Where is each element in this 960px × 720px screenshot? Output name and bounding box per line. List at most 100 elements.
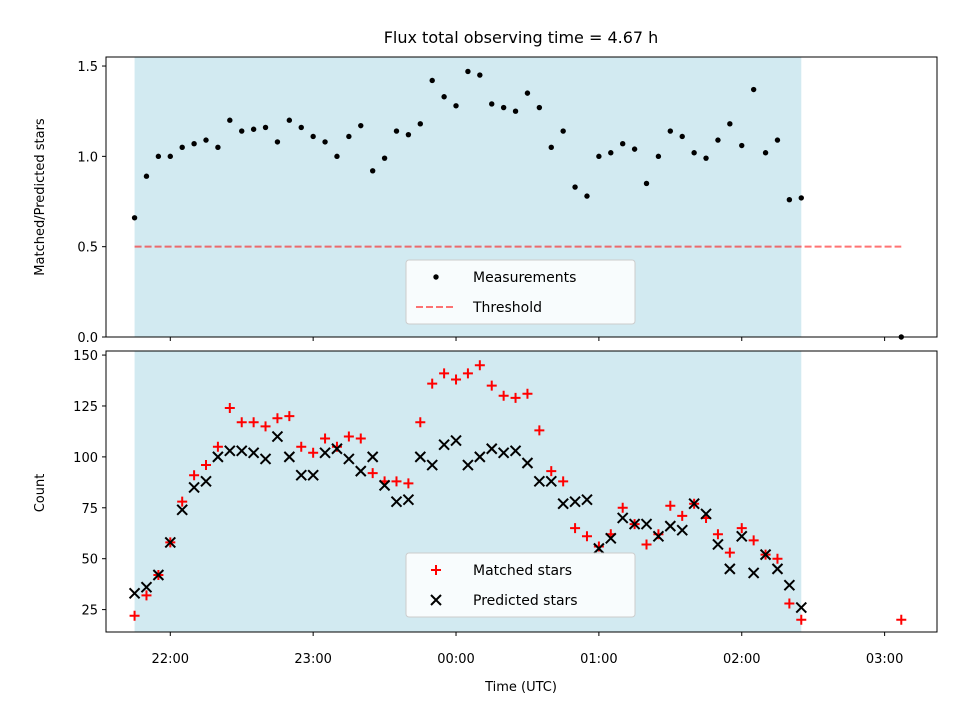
measurement-point	[346, 133, 352, 140]
predicted-star-point	[164, 536, 176, 549]
measurement-point	[739, 142, 745, 149]
matched-star-point	[189, 470, 200, 481]
predicted-star-point	[319, 447, 331, 459]
measurement-point	[584, 193, 590, 199]
measurement-point	[227, 117, 233, 123]
measurement-point	[167, 153, 173, 160]
measurement-point	[334, 153, 340, 160]
x-tick-label: 22:00	[152, 652, 189, 667]
legend-threshold-label: Threshold	[472, 300, 542, 316]
predicted-star-point	[426, 459, 438, 471]
matched-star-point	[367, 468, 378, 479]
measurement-point	[536, 104, 543, 111]
matched-star-point	[772, 553, 783, 564]
predicted-star-point	[700, 508, 712, 520]
measurement-point	[322, 139, 328, 145]
matched-star-point	[391, 476, 402, 487]
measurement-point	[262, 124, 269, 131]
measurement-point	[643, 180, 650, 187]
measurement-point	[679, 133, 685, 140]
measurement-point	[572, 184, 578, 190]
predicted-star-point	[271, 430, 284, 443]
measurement-point	[298, 124, 304, 131]
legend-box	[405, 552, 636, 618]
predicted-star-point	[366, 451, 379, 463]
matched-star-point	[474, 360, 485, 371]
measurement-point	[750, 86, 757, 93]
predicted-star-point	[747, 567, 760, 579]
predicted-star-point	[212, 451, 224, 463]
measurement-point	[786, 197, 793, 203]
legend-predicted-marker	[430, 594, 442, 606]
predicted-star-point	[402, 493, 415, 506]
predicted-star-point	[771, 563, 784, 575]
predicted-star-point	[152, 569, 165, 581]
predicted-star-point	[616, 512, 629, 524]
measurement-point	[631, 146, 638, 152]
measurement-point	[560, 128, 566, 134]
matched-star-point	[284, 411, 295, 422]
predicted-star-point	[236, 445, 248, 457]
top-y-axis-label: Matched/Predicted stars	[33, 118, 48, 276]
predicted-star-point	[343, 453, 355, 465]
matched-star-point	[522, 388, 533, 399]
matched-star-point	[712, 529, 723, 540]
measurement-point	[179, 144, 185, 151]
measurement-point	[131, 215, 138, 221]
predicted-star-point	[224, 445, 236, 457]
predicted-star-point	[474, 451, 486, 463]
measurement-point	[465, 68, 471, 75]
matched-star-point	[724, 547, 735, 558]
y-tick-label: 100	[73, 451, 98, 466]
measurement-point	[429, 77, 435, 84]
measurement-point	[715, 137, 721, 143]
predicted-star-point	[640, 518, 653, 530]
measurement-point	[310, 133, 316, 140]
measurement-point	[774, 137, 781, 143]
x-tick-label: 00:00	[437, 652, 474, 667]
matched-star-point	[248, 417, 259, 428]
predicted-star-point	[664, 520, 677, 532]
measurement-point	[215, 144, 221, 151]
measurement-point	[417, 121, 424, 127]
predicted-star-point	[378, 479, 391, 492]
matched-star-point	[570, 523, 581, 534]
predicted-star-point	[628, 518, 641, 530]
measurement-point	[477, 72, 483, 78]
matched-star-point	[534, 425, 545, 436]
x-tick-label: 01:00	[580, 652, 617, 667]
predicted-star-point	[295, 469, 307, 481]
measurement-point	[512, 108, 519, 114]
matched-star-point	[784, 598, 795, 609]
predicted-star-point	[438, 438, 450, 451]
predicted-star-point	[414, 451, 427, 463]
bottom-y-axis-label: Count	[33, 474, 48, 513]
matched-star-point	[129, 610, 140, 621]
predicted-star-point	[759, 548, 772, 561]
y-tick-label: 75	[81, 502, 98, 517]
predicted-star-point	[533, 475, 546, 488]
matched-star-point	[427, 378, 438, 389]
matched-star-point	[462, 368, 473, 379]
matched-star-point	[415, 417, 426, 428]
matched-star-point	[486, 380, 497, 391]
measurement-point	[548, 144, 554, 151]
y-tick-label: 1.0	[77, 150, 98, 165]
measurement-point	[143, 173, 150, 179]
top-panel: 0.0 0.5 1.0 1.5 Measurements Threshold	[77, 56, 938, 346]
matched-star-point	[224, 403, 235, 414]
predicted-star-point	[450, 434, 462, 447]
matched-star-point	[748, 535, 759, 546]
predicted-star-point	[569, 495, 581, 508]
matched-star-point	[212, 441, 223, 452]
measurement-point	[727, 121, 733, 127]
predicted-star-point	[390, 495, 403, 508]
predicted-star-point	[545, 475, 557, 488]
measurement-point	[274, 139, 281, 145]
matched-star-point	[451, 374, 462, 385]
matched-star-point	[896, 614, 907, 625]
predicted-star-point	[140, 581, 153, 593]
predicted-star-point	[200, 475, 212, 488]
x-axis-label: Time (UTC)	[484, 680, 557, 695]
bottom-panel: 25 50 75 100 125 150 22:00 23:00 00:00 01:00 02:00…	[73, 349, 938, 667]
